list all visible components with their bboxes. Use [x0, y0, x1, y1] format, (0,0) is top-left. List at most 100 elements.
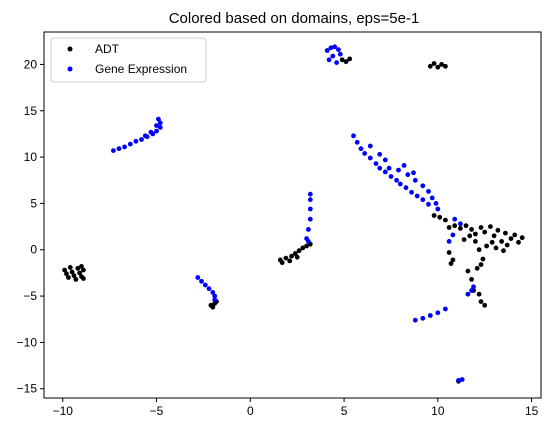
point-adt [448, 261, 454, 266]
point-adt [491, 233, 497, 239]
point-adt [73, 277, 79, 282]
point-gene-expression [465, 291, 471, 297]
point-adt [501, 248, 506, 254]
legend-frame [50, 37, 207, 83]
point-adt [478, 299, 484, 304]
point-gene-expression [139, 137, 144, 142]
point-adt [66, 275, 71, 280]
point-adt [294, 254, 300, 260]
y-tick-label: 5 [30, 196, 37, 210]
point-adt [427, 63, 433, 69]
point-adt [508, 236, 514, 242]
point-adt [458, 226, 463, 231]
point-adt [71, 273, 77, 279]
point-adt [493, 245, 499, 251]
point-gene-expression [414, 193, 420, 199]
point-adt [62, 267, 67, 273]
point-adt [452, 223, 458, 229]
point-gene-expression [362, 151, 368, 156]
point-gene-expression [420, 183, 426, 189]
point-gene-expression [446, 239, 452, 244]
point-gene-expression [426, 189, 431, 194]
point-adt [489, 239, 495, 245]
point-adt [343, 59, 349, 65]
point-adt [465, 268, 471, 274]
point-adt [488, 224, 493, 230]
point-gene-expression [452, 216, 458, 222]
point-adt [292, 251, 298, 256]
point-gene-expression [373, 161, 379, 167]
point-adt [300, 245, 306, 251]
point-adt [450, 257, 456, 263]
legend-label-adt: ADT [95, 42, 120, 56]
point-adt [446, 225, 452, 230]
x-tick-label: −10 [53, 404, 74, 418]
point-gene-expression [156, 116, 161, 122]
point-gene-expression [456, 378, 461, 383]
point-gene-expression [212, 297, 218, 303]
x-tick-label: 15 [525, 404, 539, 418]
point-gene-expression [411, 170, 416, 176]
point-adt [473, 239, 478, 244]
point-gene-expression [212, 293, 218, 299]
point-gene-expression [377, 151, 383, 157]
plot-area-frame [43, 31, 542, 399]
point-adt [431, 61, 437, 66]
point-adt [476, 247, 482, 253]
point-gene-expression [388, 174, 394, 179]
point-adt [67, 265, 73, 270]
point-adt [446, 250, 452, 255]
x-tick-label: −5 [150, 404, 164, 418]
point-gene-expression [405, 172, 411, 178]
point-gene-expression [157, 120, 163, 126]
point-adt [283, 255, 289, 261]
y-tick-label: −15 [17, 382, 38, 396]
point-adt [478, 262, 484, 267]
point-gene-expression [336, 47, 341, 52]
point-adt [75, 265, 81, 271]
point-adt [289, 253, 294, 259]
point-adt [347, 56, 353, 62]
point-adt [443, 217, 448, 223]
point-adt [473, 231, 478, 237]
point-adt [339, 57, 345, 63]
point-adt [499, 239, 504, 244]
point-gene-expression [459, 377, 465, 382]
point-adt [431, 213, 437, 218]
point-gene-expression [435, 206, 441, 212]
point-gene-expression [334, 60, 339, 65]
x-tick-label: 10 [431, 404, 445, 418]
point-gene-expression [409, 189, 414, 195]
point-adt [437, 214, 443, 220]
point-gene-expression [157, 125, 163, 130]
point-gene-expression [382, 169, 388, 175]
point-adt [469, 227, 474, 232]
point-adt [495, 227, 501, 233]
point-gene-expression [412, 177, 418, 183]
data-points [62, 44, 525, 384]
point-gene-expression [307, 216, 313, 222]
point-gene-expression [412, 317, 418, 323]
point-gene-expression [142, 133, 148, 139]
legend-label-gene-expression: Gene Expression [95, 62, 187, 76]
x-axis: −10 −5 0 5 10 15 [53, 398, 539, 418]
point-gene-expression [443, 306, 448, 312]
point-adt [504, 242, 510, 248]
point-adt [81, 276, 86, 281]
point-gene-expression [367, 155, 373, 161]
legend: ADT Gene Expression [50, 37, 207, 83]
point-gene-expression [435, 310, 441, 316]
point-gene-expression [420, 197, 426, 203]
y-tick-label: 10 [24, 150, 38, 164]
point-adt [516, 239, 521, 245]
point-gene-expression [330, 53, 336, 59]
point-gene-expression [358, 146, 364, 152]
point-gene-expression [433, 201, 439, 206]
point-adt [512, 232, 518, 238]
legend-marker-adt [67, 46, 73, 52]
point-gene-expression [377, 165, 383, 171]
point-gene-expression [210, 290, 216, 295]
point-adt [439, 62, 444, 67]
y-tick-label: 20 [24, 57, 38, 71]
